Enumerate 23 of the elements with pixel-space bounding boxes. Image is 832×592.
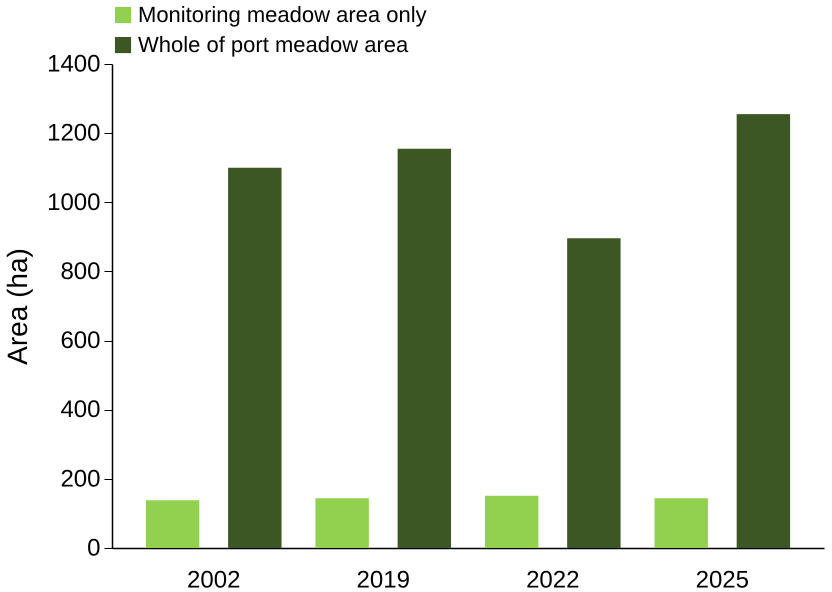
bar (654, 498, 708, 548)
bar (398, 148, 452, 548)
y-tick-label: 1200 (47, 120, 100, 147)
y-tick-label: 400 (60, 396, 100, 424)
y-tick-label: 0 (87, 534, 100, 562)
bar (484, 496, 538, 548)
x-tick-label: 2022 (526, 566, 580, 592)
y-tick-label: 600 (60, 327, 100, 354)
legend-label: Whole of port meadow area (138, 32, 410, 57)
bar (736, 114, 790, 548)
y-tick-label: 1400 (47, 50, 100, 78)
bar (228, 168, 282, 548)
x-tick-label: 2002 (187, 566, 240, 592)
y-tick-label: 200 (60, 465, 100, 492)
y-tick-label: 1000 (47, 188, 100, 216)
legend-label: Monitoring meadow area only (138, 2, 427, 27)
bar (567, 238, 621, 548)
x-tick-label: 2025 (696, 566, 749, 592)
bar (146, 500, 200, 548)
y-tick-label: 800 (60, 258, 100, 285)
bar (315, 498, 369, 548)
y-axis-title: Area (ha) (2, 248, 34, 365)
x-tick-label: 2019 (356, 566, 410, 592)
